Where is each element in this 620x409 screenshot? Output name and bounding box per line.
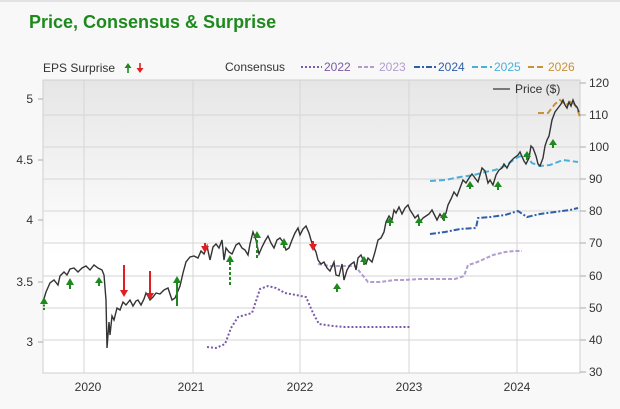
chart-title: Price, Consensus & Surprise <box>29 12 277 32</box>
right-axis: 120 110 100 90 80 70 60 50 40 30 <box>580 76 609 379</box>
consensus-2024-line <box>429 207 579 235</box>
left-tick-label: 3.5 <box>16 275 33 289</box>
x-tick-label: 2024 <box>504 380 531 394</box>
beat-arrow-icon <box>173 276 181 306</box>
beat-arrow-icon <box>466 181 474 189</box>
legend-2023-label: 2023 <box>379 60 406 74</box>
beat-arrow-icon <box>333 283 341 292</box>
beat-arrow-icon <box>386 217 394 226</box>
right-tick-label: 80 <box>589 204 603 218</box>
right-tick-label: 90 <box>589 172 603 186</box>
price-line <box>42 97 580 349</box>
eps-surprise-markers <box>40 139 557 310</box>
beat-arrow-icon <box>440 212 448 221</box>
right-tick-label: 30 <box>589 365 603 379</box>
eps-surprise-label: EPS Surprise <box>43 61 115 75</box>
x-tick-label: 2021 <box>178 380 205 394</box>
consensus-2025-line <box>429 153 579 182</box>
x-tick-label: 2020 <box>75 380 102 394</box>
legend-2024-label: 2024 <box>438 60 465 74</box>
right-tick-label: 70 <box>589 236 603 250</box>
x-axis: 2020 2021 2022 2023 2024 <box>75 380 531 394</box>
x-tick-label: 2023 <box>396 380 423 394</box>
beat-arrow-icon <box>226 255 234 285</box>
right-tick-label: 40 <box>589 333 603 347</box>
beat-arrow-icon <box>95 277 103 286</box>
plot-area <box>42 79 581 374</box>
beat-arrow-icon <box>523 151 531 160</box>
legend-2022-label: 2022 <box>324 60 351 74</box>
legend-2026-label: 2026 <box>548 60 575 74</box>
right-tick-label: 120 <box>589 76 609 90</box>
consensus-2022-line <box>206 284 411 350</box>
right-tick-label: 50 <box>589 301 603 315</box>
miss-arrow-icon <box>309 241 317 251</box>
right-tick-label: 100 <box>589 140 609 154</box>
x-tick-label: 2022 <box>287 380 314 394</box>
miss-arrow-icon <box>146 271 154 300</box>
right-tick-label: 60 <box>589 269 603 283</box>
beat-arrow-icon <box>253 231 261 258</box>
top-border <box>0 0 620 2</box>
beat-arrow-icon <box>280 238 288 248</box>
right-tick-label: 110 <box>589 108 608 122</box>
miss-arrow-icon <box>120 265 128 297</box>
beat-arrow-icon <box>360 256 368 265</box>
left-tick-label: 3 <box>26 335 33 349</box>
beat-arrow-icon <box>124 63 132 73</box>
miss-arrow-icon <box>201 243 209 253</box>
price-legend-label: Price ($) <box>515 82 560 96</box>
beat-arrow-icon <box>549 139 557 148</box>
legend: EPS Surprise Consensus 2022 2023 2024 20… <box>43 60 575 96</box>
v-gridlines <box>83 80 518 373</box>
beat-arrow-icon <box>66 278 74 289</box>
beat-arrow-icon <box>40 297 48 310</box>
left-tick-label: 5 <box>26 92 33 106</box>
beat-arrow-icon <box>415 217 423 226</box>
legend-2025-label: 2025 <box>494 60 521 74</box>
miss-arrow-icon <box>136 63 144 73</box>
left-tick-label: 4 <box>26 213 33 227</box>
left-tick-label: 4.5 <box>16 153 33 167</box>
left-axis: 5 4.5 4 3.5 3 <box>16 92 43 349</box>
consensus-label: Consensus <box>225 60 285 74</box>
beat-arrow-icon <box>494 181 502 190</box>
